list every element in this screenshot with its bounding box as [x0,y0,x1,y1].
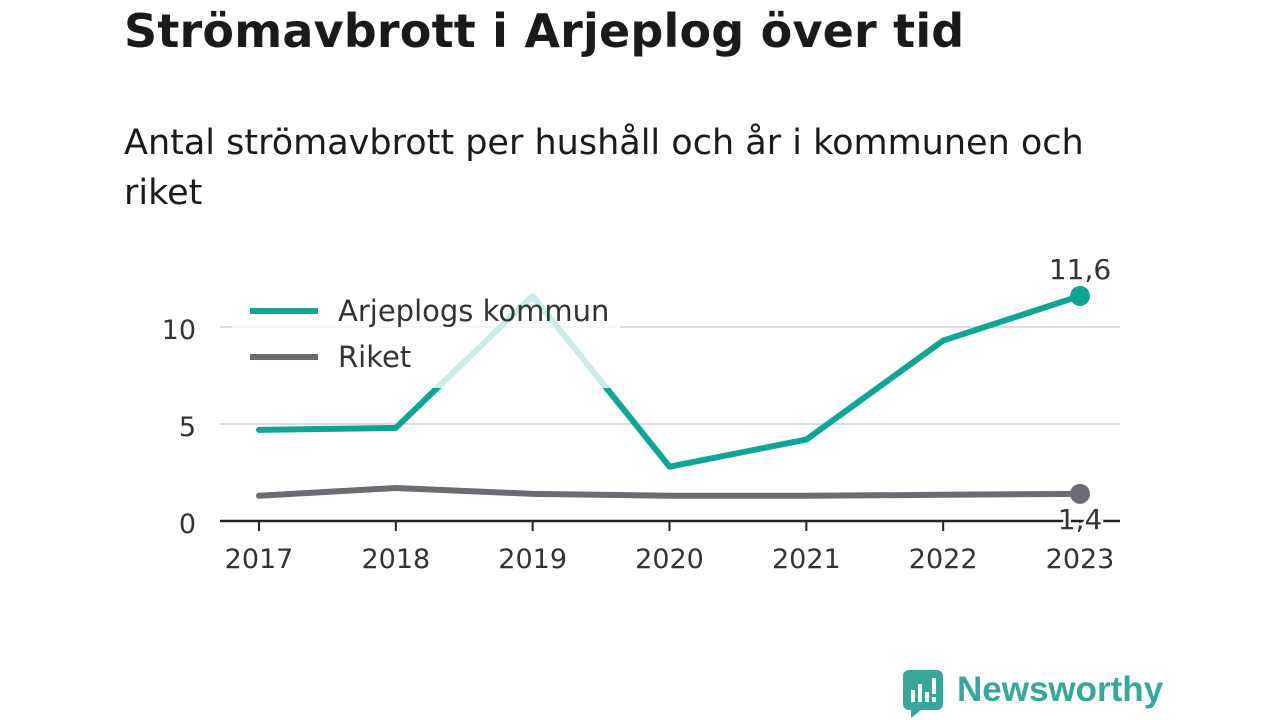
x-tick-label: 2022 [909,544,978,575]
y-tick-label: 0 [179,509,196,540]
legend-background [232,283,620,388]
y-axis-ticks: 0 5 10 [162,315,196,540]
legend-label: Arjeplogs kommun [338,294,609,328]
y-tick-label: 5 [179,412,196,443]
data-labels: 11,6 1,4 [1049,253,1111,538]
end-point-marker [1070,285,1090,306]
newsworthy-logo-icon [903,670,943,718]
end-point-marker [1070,483,1090,504]
x-tick-label: 2020 [635,544,704,575]
x-tick-label: 2023 [1046,544,1115,575]
x-axis: 2017 2018 2019 2020 2021 2022 2023 [220,519,1120,575]
series-line [256,292,1083,470]
x-tick-label: 2019 [498,544,567,575]
chart-subtitle: Antal strömavbrott per hushåll och år i … [124,123,1084,213]
y-tick-label: 10 [162,315,196,346]
x-tick-label: 2018 [361,544,430,575]
series-lines [256,285,1090,504]
chart-title: Strömavbrott i Arjeplog över tid [124,4,965,58]
data-label: 1,4 [1058,503,1103,536]
x-tick-label: 2017 [225,544,294,575]
legend-label: Riket [338,340,411,374]
x-tick-label: 2021 [772,544,841,575]
legend: Arjeplogs kommun Riket [232,283,620,388]
series-line [256,485,1083,499]
data-label: 11,6 [1049,253,1111,286]
brand-name: Newsworthy [957,670,1164,709]
